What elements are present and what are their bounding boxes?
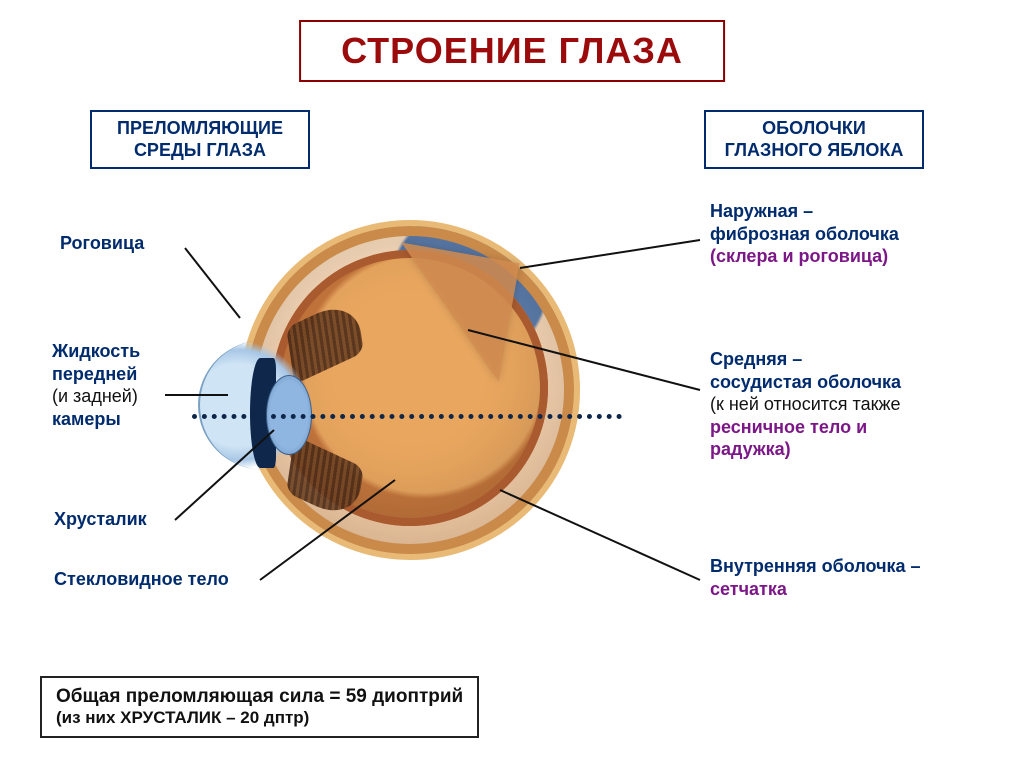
label-middle-l3: (к ней относится также xyxy=(710,394,901,414)
section-refracting-l1: ПРЕЛОМЛЯЮЩИЕ xyxy=(104,118,296,140)
label-middle-l5: радужка) xyxy=(710,439,791,459)
section-coats-l2: ГЛАЗНОГО ЯБЛОКА xyxy=(718,140,910,162)
label-vitreous: Стекловидное тело xyxy=(54,568,229,591)
label-middle-l4: ресничное тело и xyxy=(710,417,867,437)
label-outer-coat: Наружная – фиброзная оболочка (склера и … xyxy=(710,200,1000,268)
label-lens: Хрусталик xyxy=(54,508,147,531)
label-middle-coat: Средняя – сосудистая оболочка (к ней отн… xyxy=(710,348,1000,461)
section-refracting-l2: СРЕДЫ ГЛАЗА xyxy=(104,140,296,162)
label-middle-l1: Средняя – xyxy=(710,349,802,369)
label-aqueous-l3: (и задней) xyxy=(52,386,138,406)
label-inner-l2: сетчатка xyxy=(710,579,787,599)
label-lens-text: Хрусталик xyxy=(54,509,147,529)
cut-wedge xyxy=(380,242,519,381)
section-coats: ОБОЛОЧКИ ГЛАЗНОГО ЯБЛОКА xyxy=(704,110,924,169)
label-vitreous-text: Стекловидное тело xyxy=(54,569,229,589)
footer-line1: Общая преломляющая сила = 59 диоптрий xyxy=(56,686,463,708)
section-refracting: ПРЕЛОМЛЯЮЩИЕ СРЕДЫ ГЛАЗА xyxy=(90,110,310,169)
section-coats-l1: ОБОЛОЧКИ xyxy=(718,118,910,140)
footer-note: Общая преломляющая сила = 59 диоптрий (и… xyxy=(40,676,479,738)
label-aqueous-l2: передней xyxy=(52,364,137,384)
eye-diagram xyxy=(180,190,620,600)
page-title: СТРОЕНИЕ ГЛАЗА xyxy=(341,30,683,72)
label-aqueous-l1: Жидкость xyxy=(52,341,140,361)
label-aqueous-l4: камеры xyxy=(52,409,121,429)
label-outer-l1: Наружная – xyxy=(710,201,813,221)
optical-axis xyxy=(192,414,622,419)
label-aqueous: Жидкость передней (и задней) камеры xyxy=(52,340,140,430)
footer-line2: (из них ХРУСТАЛИК – 20 дптр) xyxy=(56,708,463,728)
label-inner-l1: Внутренняя оболочка – xyxy=(710,556,921,576)
label-outer-l3: (склера и роговица) xyxy=(710,246,888,266)
label-cornea-text: Роговица xyxy=(60,233,144,253)
page-title-box: СТРОЕНИЕ ГЛАЗА xyxy=(299,20,725,82)
label-inner-coat: Внутренняя оболочка – сетчатка xyxy=(710,555,1010,600)
label-outer-l2: фиброзная оболочка xyxy=(710,224,899,244)
label-middle-l2: сосудистая оболочка xyxy=(710,372,901,392)
label-cornea: Роговица xyxy=(60,232,144,255)
